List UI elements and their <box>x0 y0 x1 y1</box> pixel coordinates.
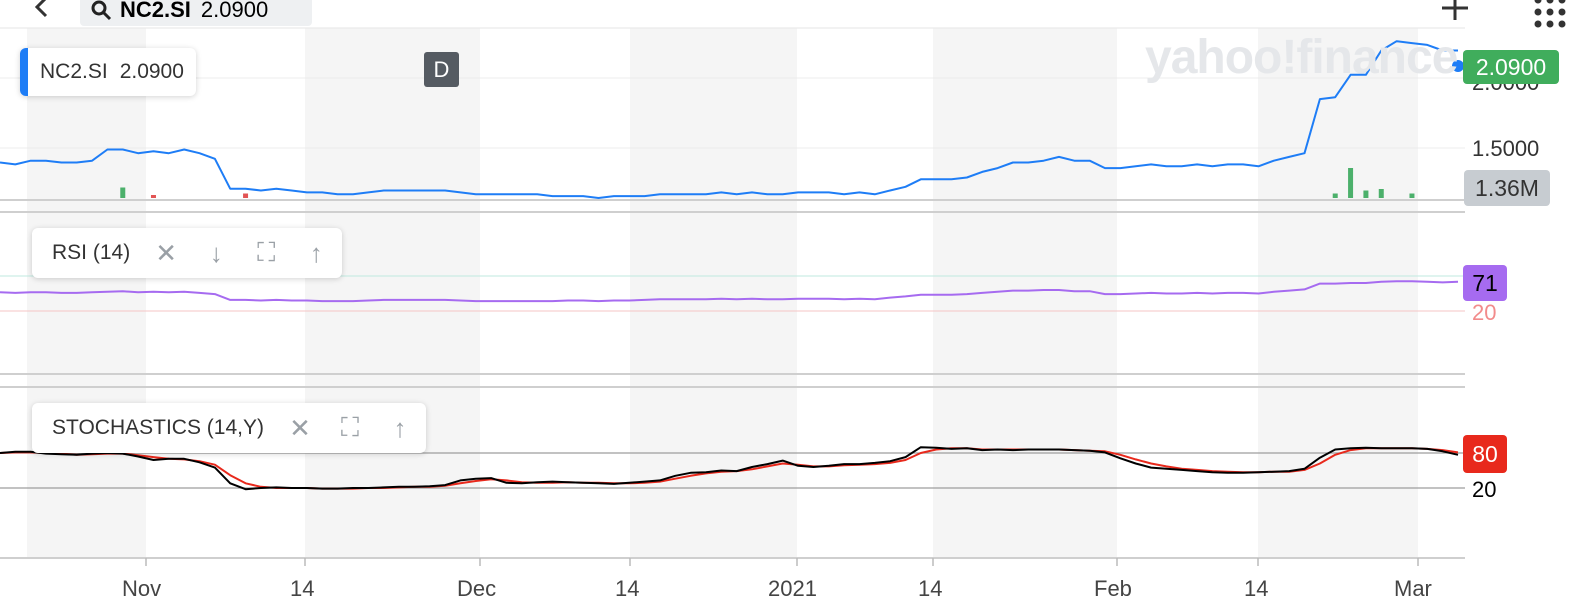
price-legend[interactable]: NC2.SI 2.0900 <box>20 48 196 96</box>
time-band <box>933 28 1117 558</box>
apps-grid-icon[interactable] <box>1530 0 1574 30</box>
x-label-14: 14 <box>918 576 943 601</box>
last-price-dot <box>1452 60 1464 72</box>
x-label-nov: Nov <box>122 576 162 601</box>
x-label-feb: Feb <box>1094 576 1132 601</box>
volume-tag: 1.36M <box>1464 170 1550 206</box>
rsi-level-20: 20 <box>1472 300 1497 325</box>
legend-symbol: NC2.SI <box>40 60 108 83</box>
rsi-label: RSI (14) <box>52 241 131 264</box>
volume-bar <box>1332 193 1338 198</box>
stoch-value-tag: 80 <box>1463 435 1507 473</box>
close-icon[interactable]: ✕ <box>289 412 311 443</box>
yahoo-finance-watermark: yahoo!finance <box>1145 31 1458 84</box>
last-price-tag: 2.0900 <box>1463 50 1559 84</box>
x-label-14: 14 <box>615 576 640 601</box>
search-icon <box>91 0 112 21</box>
search-box[interactable]: NC2.SI 2.0900 <box>80 0 312 26</box>
move-up-icon[interactable]: ↑ <box>393 412 407 443</box>
volume-bar <box>1378 189 1384 198</box>
volume-bar <box>1348 168 1354 198</box>
time-band <box>630 28 797 558</box>
legend-color-bar <box>20 48 28 96</box>
x-label-2021: 2021 <box>768 576 817 601</box>
volume-bar <box>243 193 249 198</box>
series-lines <box>0 40 1464 491</box>
stoch-level-20: 20 <box>1472 477 1497 502</box>
close-icon[interactable]: ✕ <box>155 237 178 268</box>
search-symbol: NC2.SI <box>120 0 191 22</box>
expand-icon[interactable]: ⛶ <box>340 412 360 442</box>
price-line <box>0 40 1458 199</box>
x-label-dec: Dec <box>457 576 497 601</box>
volume-bar <box>120 187 126 198</box>
rsi-legend[interactable]: RSI (14) ✕ ↓ ⛶ ↑ <box>32 228 343 278</box>
stochastics-label: STOCHASTICS (14,Y) <box>52 416 264 439</box>
move-up-icon[interactable]: ↑ <box>309 237 323 268</box>
x-label-14: 14 <box>290 576 315 601</box>
stochastics-legend[interactable]: STOCHASTICS (14,Y) ✕ ⛶ ↑ <box>32 403 426 453</box>
rsi-line <box>0 280 1459 303</box>
search-price: 2.0900 <box>200 0 269 22</box>
volume-bar <box>1409 193 1415 198</box>
pane-dividers <box>0 199 1465 566</box>
top-bar: NC2.SI 2.0900 <box>0 0 1578 28</box>
legend-value: 2.0900 <box>119 60 184 83</box>
back-icon[interactable] <box>28 0 58 24</box>
volume-bars <box>120 168 1415 198</box>
move-down-icon[interactable]: ↓ <box>209 237 223 268</box>
rsi-value-tag: 71 <box>1463 265 1507 301</box>
interval-badge[interactable]: D <box>424 52 459 87</box>
x-label-mar: Mar <box>1394 576 1432 601</box>
volume-bar <box>150 195 156 198</box>
stoch-k-line <box>0 446 1459 491</box>
alternating-day-bands <box>27 28 1418 558</box>
time-band <box>305 28 480 558</box>
x-label-14: 14 <box>1244 576 1269 601</box>
price-tick-1-5: 1.5000 <box>1472 136 1540 161</box>
volume-bar <box>1363 190 1369 198</box>
time-band <box>1258 28 1418 558</box>
expand-icon[interactable]: ⛶ <box>257 237 276 267</box>
add-icon[interactable] <box>1438 0 1472 28</box>
